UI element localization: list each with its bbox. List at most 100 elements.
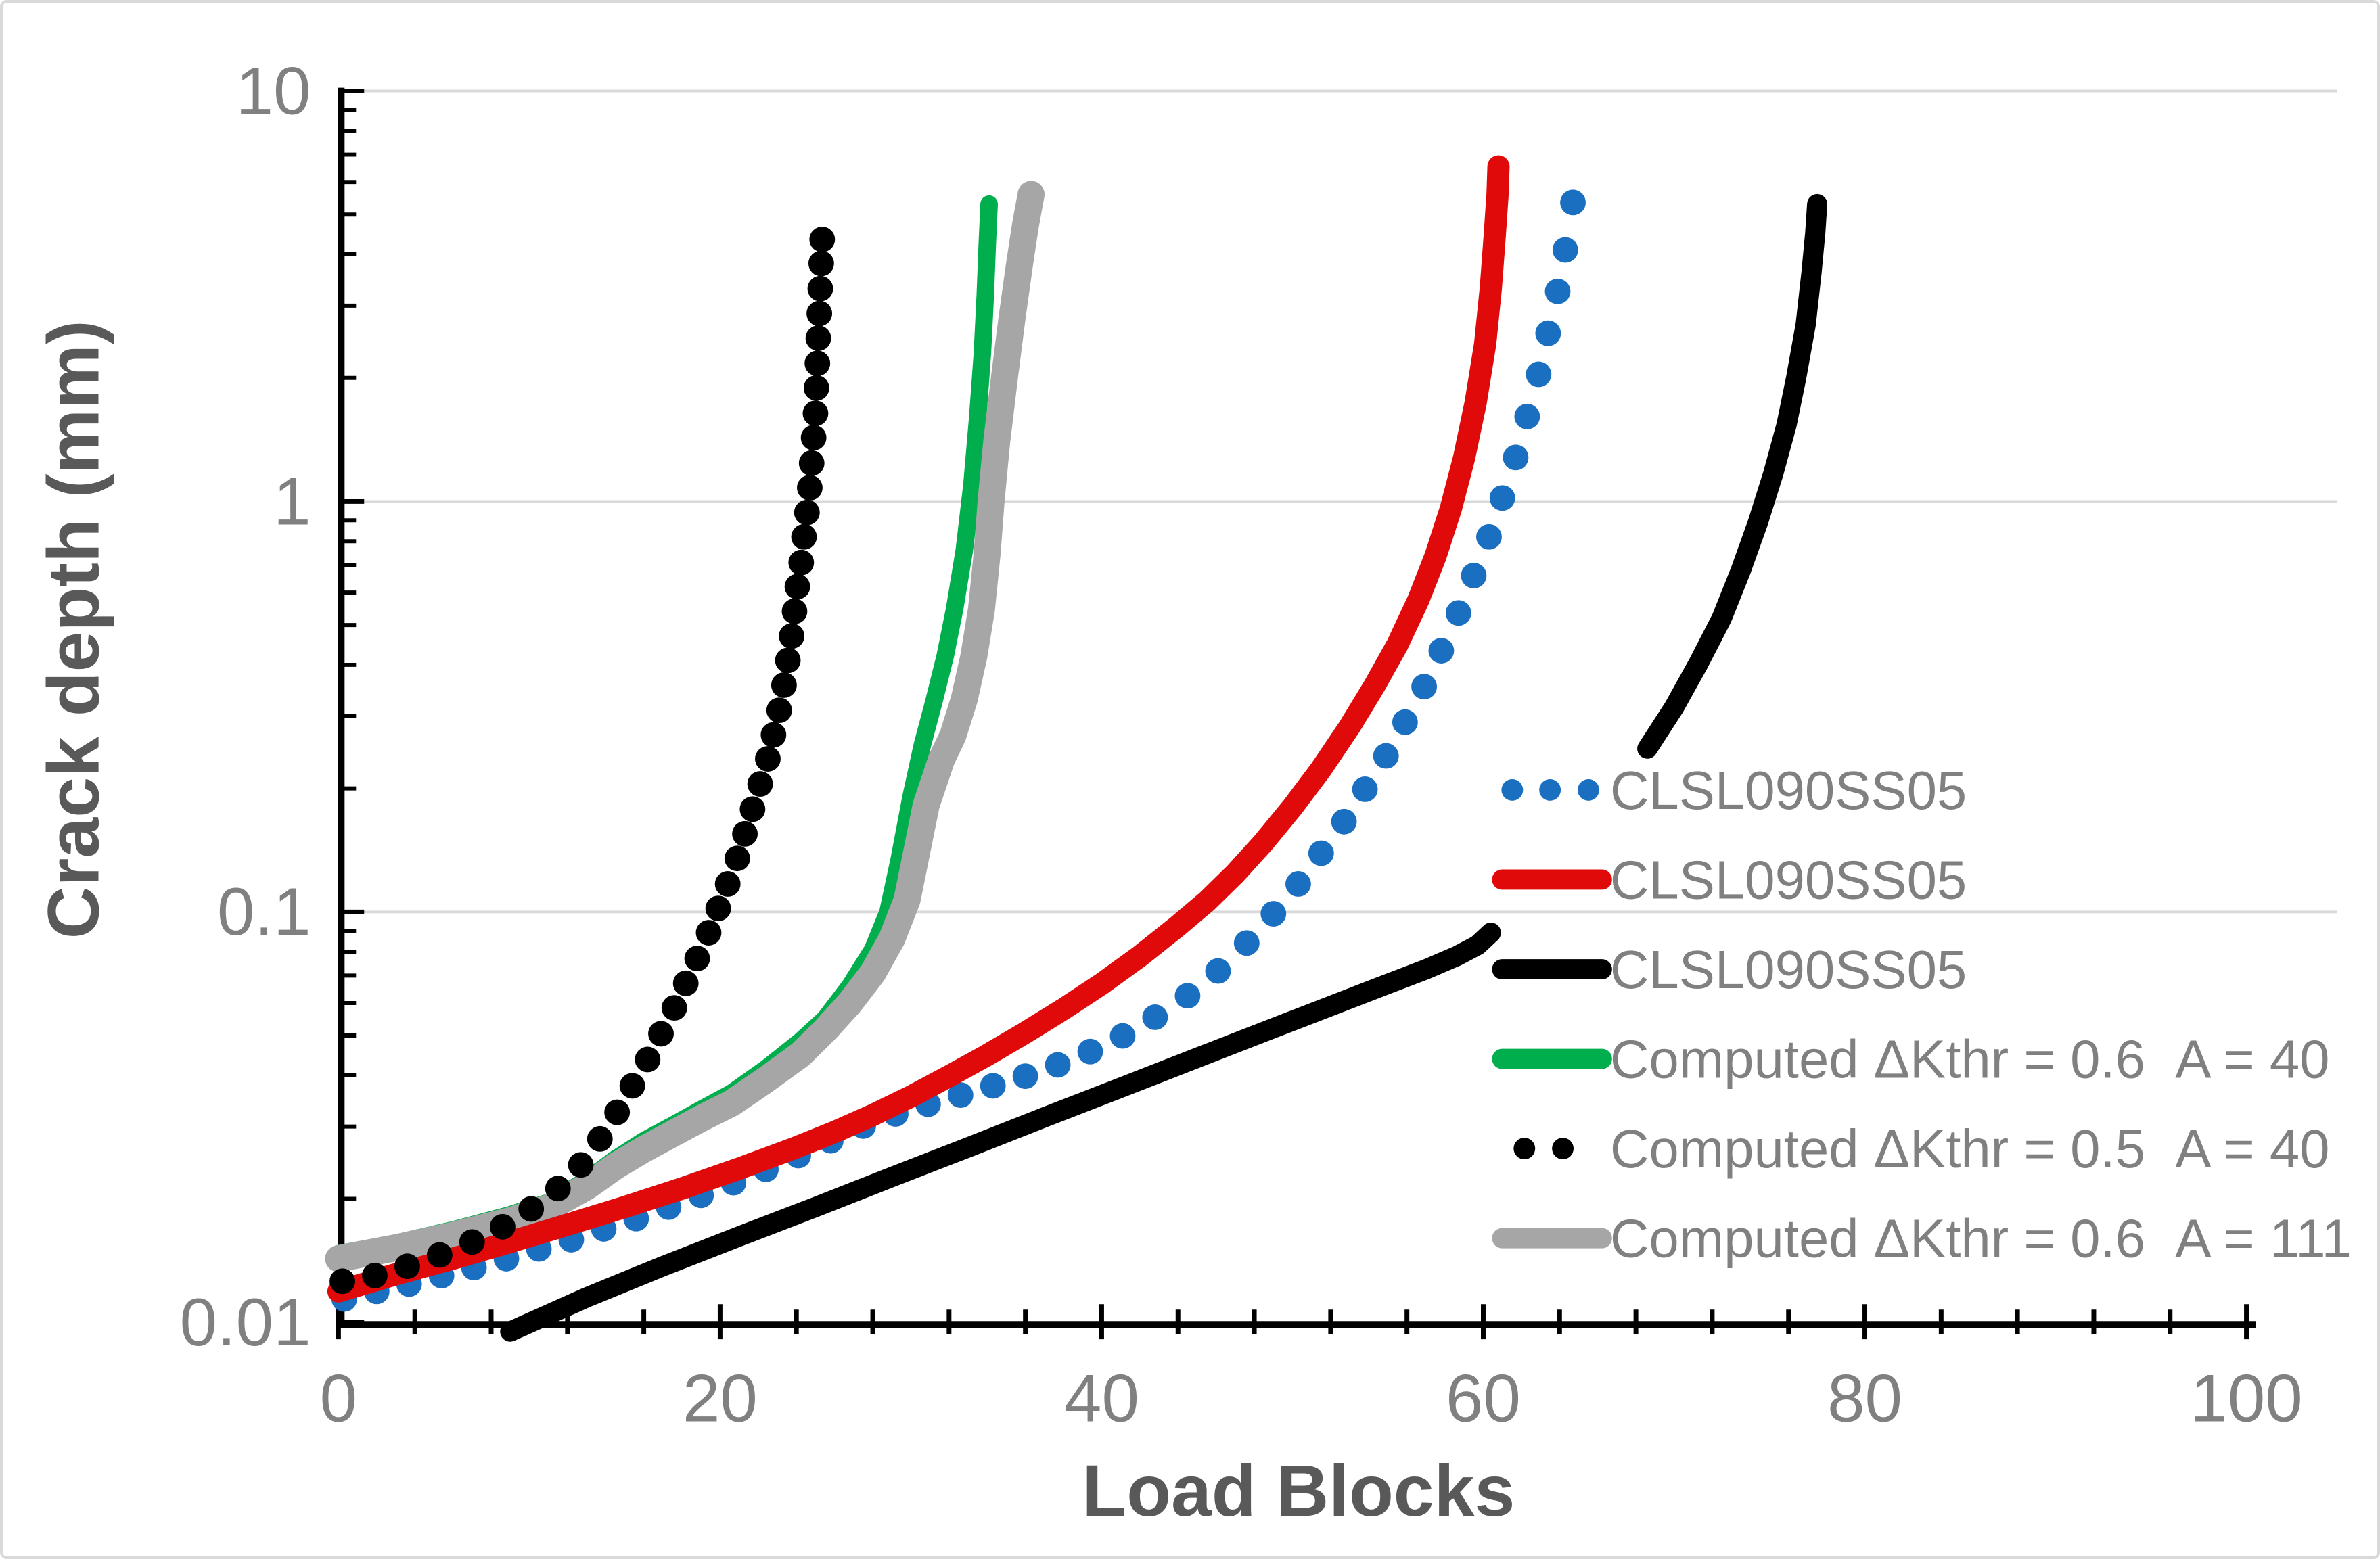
series-0-dot [1445, 600, 1471, 626]
series-2-line [1637, 193, 1828, 759]
series-4-dot [635, 1046, 661, 1073]
series-4-dot [684, 946, 710, 972]
series-4-dot [807, 275, 833, 302]
series-4-dot [775, 647, 801, 674]
series-0-dot [1544, 278, 1571, 304]
series-4-dot [724, 845, 750, 872]
legend-marker-dot [1552, 1138, 1574, 1160]
series-4-dot [747, 771, 773, 797]
series-4-dot [800, 425, 827, 451]
series-4-dot [568, 1152, 594, 1178]
series-4-dot [809, 227, 836, 252]
series-0-dot [1233, 930, 1260, 956]
legend-label: Computed ΔKthr = 0.6 A = 40 [1610, 1029, 2330, 1089]
series-0-dot [1461, 563, 1487, 588]
x-tick-label: 60 [1446, 1362, 1521, 1437]
x-tick-label: 100 [2190, 1362, 2302, 1437]
series-0-dot [1476, 523, 1502, 550]
series-0-dot [1012, 1063, 1038, 1090]
series-4-dot [803, 375, 829, 401]
series-0-dot [1503, 444, 1529, 471]
series-0-dot [1392, 709, 1418, 735]
series-4-dot [672, 970, 699, 996]
series-4-dot [459, 1229, 485, 1255]
series-0-dot [1109, 1023, 1136, 1049]
series-0-dot [1331, 808, 1357, 835]
series-0-dot [1552, 237, 1578, 263]
series-0-dot [1205, 958, 1231, 984]
series-4-dot [808, 250, 834, 277]
series-4-dot [755, 746, 781, 772]
series-4-dot [802, 400, 829, 427]
legend-label: CLSL090SS05 [1610, 939, 1967, 1000]
series-4-dot [490, 1213, 516, 1240]
x-tick-label: 0 [320, 1362, 357, 1437]
legend-marker-dot [1501, 779, 1524, 801]
series-0-dot [1560, 189, 1586, 216]
series-4-dot [798, 450, 825, 476]
series-0-dot [1308, 840, 1334, 866]
series-4-dot [797, 475, 823, 501]
legend-label: Computed ΔKthr = 0.6 A = 111 [1610, 1209, 2352, 1269]
legend-label: CLSL090SS05 [1610, 760, 1967, 820]
x-axis-title: Load Blocks [1082, 1450, 1515, 1531]
series-0-dot [1373, 743, 1399, 769]
legend-marker-dot [1513, 1138, 1536, 1160]
y-tick-label: 0.01 [180, 1285, 311, 1360]
series-4-dot [587, 1125, 613, 1152]
series-4-dot [394, 1253, 420, 1280]
series-4-dot [362, 1263, 388, 1288]
series-4-dot [804, 350, 831, 377]
series-4-dot [784, 574, 810, 600]
series-4-dot [788, 549, 815, 576]
series-0-dot [980, 1073, 1006, 1099]
series-4-dot [794, 499, 820, 526]
series-2-line [500, 923, 1501, 1342]
series-4-dot [766, 697, 792, 724]
series-4-dot [426, 1242, 453, 1268]
series-4-dot [619, 1073, 645, 1099]
series-4-dot [779, 623, 805, 649]
series-4-dot [791, 523, 817, 550]
series-0-dot [947, 1082, 974, 1109]
series-4-dot [805, 325, 831, 351]
series-4-dot [545, 1176, 571, 1202]
y-tick-label: 0.1 [217, 875, 311, 950]
series-4-dot [329, 1268, 355, 1295]
legend-label: Computed ΔKthr = 0.5 A = 40 [1610, 1119, 2330, 1179]
series-0-dot [1526, 361, 1552, 388]
series-4-dot [661, 995, 687, 1021]
series-4-dot [806, 300, 833, 327]
series-0-dot [1411, 674, 1438, 700]
series-0-dot [1260, 901, 1287, 927]
series-0-dot [1285, 871, 1311, 897]
series-4-dot [739, 796, 766, 822]
y-axis-title: Crack depth (mm) [33, 320, 114, 939]
series-4-dot [648, 1021, 674, 1047]
legend-marker-dot [1578, 779, 1599, 801]
legend-marker-dot [1539, 779, 1561, 801]
series-4-dot [705, 895, 731, 922]
series-0-dot [1535, 320, 1561, 346]
series-0-dot [1352, 776, 1378, 802]
series-4-dot [604, 1099, 631, 1125]
series-4-dot [760, 722, 787, 748]
x-tick-label: 40 [1064, 1362, 1139, 1437]
series-4-dot [695, 920, 722, 946]
series-1-line [327, 155, 1510, 1303]
series-0-dot [1045, 1052, 1071, 1078]
series-0-dot [1514, 403, 1540, 429]
y-tick-label: 1 [273, 464, 311, 539]
series-5-line [325, 181, 1045, 1272]
series-4-dot [781, 598, 808, 624]
series-0-dot [1142, 1004, 1168, 1030]
series-0-dot [1077, 1038, 1103, 1065]
series-0-dot [1174, 983, 1201, 1009]
series-4-dot [518, 1196, 545, 1222]
legend-label: CLSL090SS05 [1610, 850, 1967, 910]
x-tick-label: 20 [683, 1362, 758, 1437]
series-0-dot [1428, 638, 1455, 664]
y-tick-label: 10 [236, 53, 311, 129]
